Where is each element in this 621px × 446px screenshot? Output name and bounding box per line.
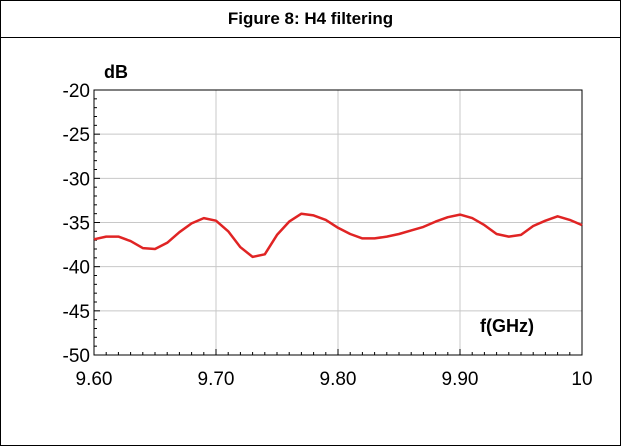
tick-labels: -20 -25 -30 -35 -40 -45 -509.60 9.70 9.80 9.90 10: [63, 81, 593, 390]
x-axis-label: f(GHz): [480, 316, 534, 336]
series-line: [93, 212, 583, 259]
x-tick-label: 10: [571, 369, 592, 390]
y-tick-label: -35: [63, 214, 90, 235]
x-tick-label: 9.90: [442, 369, 479, 390]
y-tick-label: -50: [63, 346, 90, 367]
figure-title: Figure 8: H4 filtering: [1, 1, 620, 38]
y-tick-label: -30: [63, 169, 90, 190]
x-tick-label: 9.60: [76, 369, 113, 390]
x-tick-label: 9.80: [320, 369, 357, 390]
y-tick-label: -40: [63, 258, 90, 279]
y-tick-label: -20: [63, 81, 90, 102]
axis-ticks: [93, 89, 583, 356]
y-axis-label: dB: [104, 62, 128, 82]
y-tick-label: -25: [63, 125, 90, 146]
x-tick-label: 9.70: [198, 369, 235, 390]
series: [93, 212, 583, 259]
y-tick-label: -45: [63, 302, 90, 323]
